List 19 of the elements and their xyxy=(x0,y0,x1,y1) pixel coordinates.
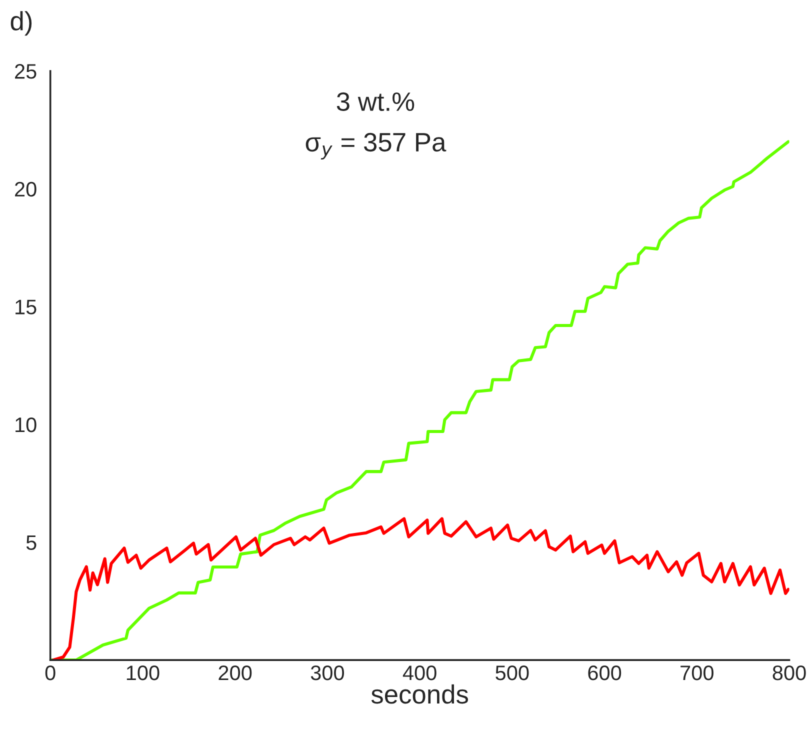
x-tick-label: 300 xyxy=(310,665,344,680)
y-tick-label: 25 xyxy=(15,64,36,79)
x-tick-label: 700 xyxy=(680,665,714,680)
x-tick-label: 200 xyxy=(218,665,252,680)
text: σ$_{y}$ = 357 Pa xyxy=(306,132,446,160)
text: d) xyxy=(10,11,32,36)
y-tick-label: 20 xyxy=(15,182,36,197)
x-tick-label: 400 xyxy=(402,665,436,680)
x-tick-label: 0 xyxy=(45,665,56,680)
x-tick-label: 100 xyxy=(126,665,160,680)
x-tick-label: 500 xyxy=(496,665,529,680)
line-series xyxy=(52,517,790,660)
x-axis-title: seconds xyxy=(371,684,468,704)
x-tick-label: 600 xyxy=(588,665,622,680)
y-tick-label: 10 xyxy=(16,417,36,432)
y-tick-label: 15 xyxy=(16,300,36,314)
x-tick-label: 800 xyxy=(772,665,806,680)
text: 3 wt.% xyxy=(336,92,414,112)
y-tick-label: 5 xyxy=(26,535,36,550)
